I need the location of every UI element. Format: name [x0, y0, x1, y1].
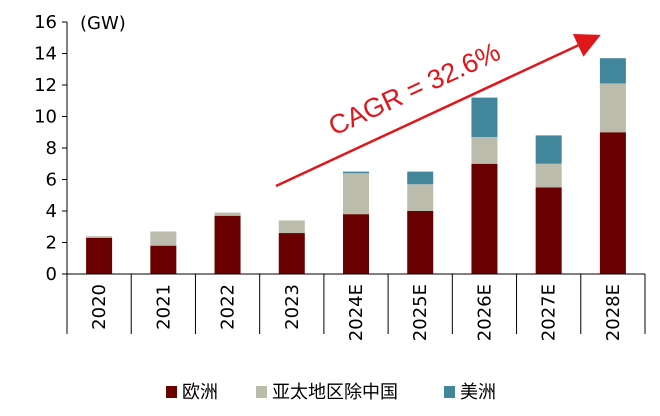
cagr-arrow	[275, 34, 601, 188]
x-tick-label: 2023	[282, 284, 303, 330]
bar-segment	[278, 233, 305, 274]
bar-segment	[471, 97, 498, 137]
legend-swatch	[444, 386, 455, 398]
bar-segment	[214, 212, 241, 216]
bar-segment	[471, 163, 498, 274]
bar-segment	[407, 171, 434, 185]
bar-segment	[535, 163, 562, 188]
bar-segment	[599, 132, 626, 274]
legend-label: 欧洲	[182, 382, 218, 403]
bar-segment	[343, 214, 369, 274]
bar-segment	[86, 237, 113, 274]
bar-segment	[599, 58, 626, 84]
x-tick-label: 2025E	[410, 284, 431, 341]
x-tick-label: 2020	[89, 284, 110, 330]
y-tick-label: 14	[34, 44, 57, 65]
x-axis: 2020 2021 2022 2023 2024E 2025E 2026E 2027E 2028…	[66, 273, 646, 341]
y-tick-label: 16	[34, 12, 57, 33]
legend-label: 亚太地区除中国	[272, 382, 398, 403]
bar-segment	[343, 173, 369, 215]
bar-segment	[278, 220, 305, 234]
y-axis-unit: (GW)	[80, 13, 126, 34]
bar-segment	[535, 187, 562, 274]
y-tick-label: 2	[46, 233, 57, 254]
y-tick-label: 0	[46, 264, 57, 285]
y-tick-label: 12	[34, 75, 57, 96]
bar-segment	[150, 245, 177, 274]
y-tick-label: 4	[46, 201, 57, 222]
bar-segment	[407, 184, 434, 211]
bar-segment	[535, 135, 562, 164]
x-tick-label: 2022	[218, 284, 239, 330]
legend-swatch	[166, 386, 177, 398]
x-tick-label: 2028E	[603, 284, 624, 341]
legend-label: 美洲	[460, 382, 496, 403]
bars	[86, 58, 626, 274]
y-tick-label: 6	[46, 170, 57, 191]
legend-swatch	[256, 386, 267, 398]
bar-segment	[599, 83, 626, 133]
y-tick-label: 10	[34, 107, 57, 128]
bar-segment	[471, 136, 498, 164]
legend: 欧洲 亚太地区除中国 美洲	[166, 382, 496, 403]
bar-segment	[150, 231, 177, 246]
bar-segment	[86, 236, 113, 238]
bar-segment	[214, 215, 241, 274]
x-tick-label: 2021	[153, 284, 174, 330]
y-tick-label: 8	[46, 138, 57, 159]
x-tick-label: 2026E	[474, 284, 495, 341]
bar-segment	[343, 171, 369, 174]
y-axis: 0 2 4 6 8 10 12 14 16	[34, 12, 68, 285]
x-tick-label: 2027E	[539, 284, 560, 341]
x-tick-label: 2024E	[346, 284, 367, 341]
bar-segment	[407, 211, 434, 274]
